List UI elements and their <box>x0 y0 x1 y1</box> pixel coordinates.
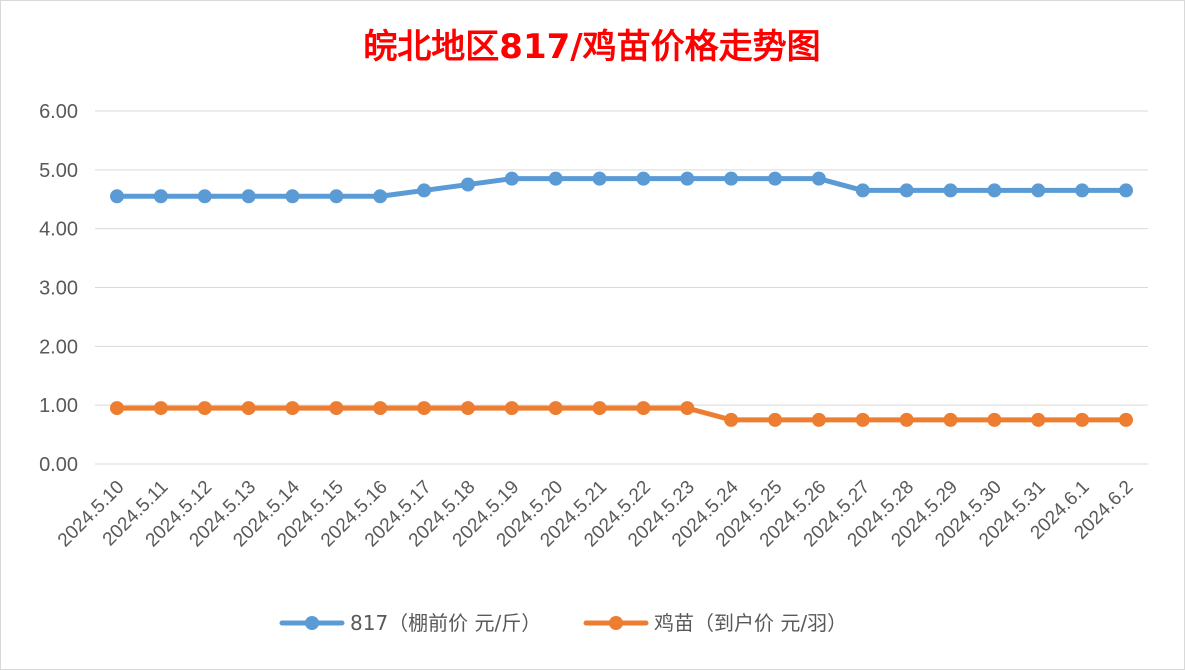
chart-title: 皖北地区817/鸡苗价格走势图 <box>363 27 820 67</box>
data-point <box>329 189 344 204</box>
legend-item-1: 817（棚前价 元/斤） <box>279 611 541 635</box>
data-point <box>504 171 519 186</box>
data-point <box>811 412 826 427</box>
data-point <box>1031 412 1046 427</box>
legend: 817（棚前价 元/斤） 鸡苗（到户价 元/羽） <box>279 611 847 635</box>
data-point <box>592 171 607 186</box>
y-tick-label: 4.00 <box>39 219 78 241</box>
data-point <box>241 189 256 204</box>
data-point <box>943 412 958 427</box>
legend-label: 鸡苗（到户价 元/羽） <box>654 611 847 635</box>
y-tick-label: 3.00 <box>39 278 78 300</box>
data-point <box>285 189 300 204</box>
data-point <box>460 401 475 416</box>
legend-label: 817（棚前价 元/斤） <box>350 611 541 635</box>
data-point <box>899 412 914 427</box>
series-lines <box>110 171 1133 427</box>
data-point <box>548 401 563 416</box>
data-point <box>1119 412 1133 427</box>
y-tick-label: 0.00 <box>39 454 78 476</box>
y-tick-label: 6.00 <box>39 101 78 123</box>
data-point <box>417 401 432 416</box>
data-point <box>285 401 300 416</box>
data-point <box>110 189 124 204</box>
data-point <box>197 189 212 204</box>
data-point <box>724 171 739 186</box>
data-point <box>636 171 651 186</box>
y-tick-label: 1.00 <box>39 395 78 417</box>
data-point <box>855 412 870 427</box>
y-tick-label: 2.00 <box>39 336 78 358</box>
data-point <box>855 183 870 198</box>
data-point <box>768 412 783 427</box>
data-point <box>811 171 826 186</box>
data-point <box>1119 183 1133 198</box>
data-point <box>592 401 607 416</box>
series-line <box>114 176 1129 199</box>
data-point <box>153 189 168 204</box>
data-point <box>110 401 124 416</box>
y-axis-ticks: 0.00 1.00 2.00 3.00 4.00 5.00 6.00 <box>39 101 78 476</box>
data-point <box>768 171 783 186</box>
data-point <box>724 412 739 427</box>
data-point <box>329 401 344 416</box>
data-point <box>943 183 958 198</box>
data-point <box>417 183 432 198</box>
data-point <box>987 412 1002 427</box>
data-point <box>1075 183 1090 198</box>
data-point <box>680 171 695 186</box>
data-point <box>548 171 563 186</box>
data-point <box>899 183 914 198</box>
y-tick-label: 5.00 <box>39 160 78 182</box>
data-point <box>153 401 168 416</box>
data-point <box>987 183 1002 198</box>
data-point <box>373 189 388 204</box>
data-point <box>241 401 256 416</box>
data-point <box>373 401 388 416</box>
data-point <box>197 401 212 416</box>
data-point <box>680 401 695 416</box>
legend-marker <box>305 616 319 630</box>
data-point <box>460 177 475 192</box>
series-2 <box>110 401 1133 427</box>
series-line <box>114 405 1129 423</box>
data-point <box>1031 183 1046 198</box>
legend-item-2: 鸡苗（到户价 元/羽） <box>583 611 847 635</box>
data-point <box>504 401 519 416</box>
data-point <box>1075 412 1090 427</box>
legend-marker <box>609 616 623 630</box>
data-point <box>636 401 651 416</box>
series-1 <box>110 171 1133 204</box>
gridlines <box>95 110 1148 465</box>
